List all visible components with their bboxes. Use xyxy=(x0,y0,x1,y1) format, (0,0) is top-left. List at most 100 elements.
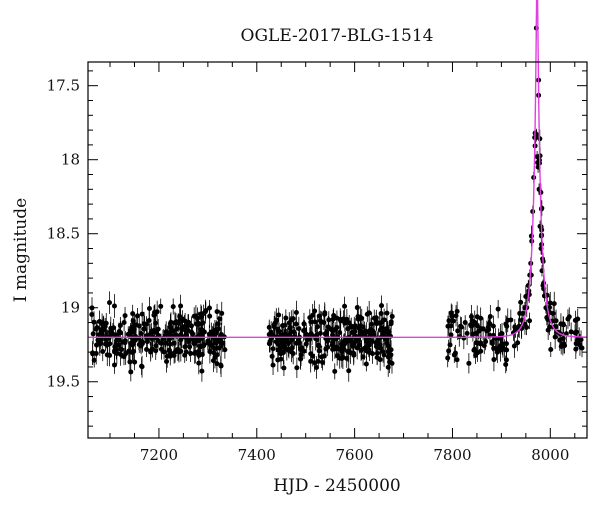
data-point xyxy=(503,321,509,327)
data-point xyxy=(313,332,319,338)
data-point xyxy=(195,338,201,344)
data-point xyxy=(355,335,361,341)
data-point xyxy=(342,303,348,309)
data-point xyxy=(112,348,118,354)
y-tick-label: 19.5 xyxy=(47,373,80,391)
data-point xyxy=(123,351,129,357)
data-point xyxy=(219,310,225,316)
data-point xyxy=(99,327,105,333)
data-point xyxy=(222,347,228,353)
data-point xyxy=(448,310,454,316)
data-point xyxy=(379,303,385,309)
y-tick-label: 18.5 xyxy=(47,225,80,243)
data-point xyxy=(213,328,219,334)
data-point xyxy=(366,342,372,348)
data-point xyxy=(89,305,95,311)
data-point xyxy=(456,334,462,340)
data-point xyxy=(503,361,509,367)
data-point xyxy=(130,311,136,317)
data-point xyxy=(287,324,293,330)
data-point xyxy=(312,308,318,314)
data-point xyxy=(550,310,556,316)
data-point xyxy=(389,313,395,319)
data-point xyxy=(491,357,497,363)
data-point xyxy=(218,339,224,345)
data-point xyxy=(146,305,152,311)
data-point xyxy=(122,340,128,346)
data-point xyxy=(280,323,286,329)
data-point xyxy=(217,316,223,322)
data-point xyxy=(175,347,181,353)
data-point xyxy=(111,303,117,309)
data-point xyxy=(197,343,203,349)
data-point xyxy=(330,328,336,334)
data-point xyxy=(158,303,164,309)
x-tick-label: 7400 xyxy=(238,446,276,464)
data-point xyxy=(462,319,468,325)
data-point xyxy=(183,349,189,355)
data-point xyxy=(469,323,475,329)
data-point xyxy=(308,319,314,325)
data-point xyxy=(307,315,313,321)
data-point xyxy=(464,330,470,336)
data-point xyxy=(158,340,164,346)
data-point xyxy=(344,355,350,361)
y-tick-label: 17.5 xyxy=(47,77,80,95)
data-point xyxy=(170,304,176,310)
data-point xyxy=(107,352,113,358)
data-point xyxy=(171,353,177,359)
data-point xyxy=(346,368,352,374)
data-point xyxy=(164,353,170,359)
data-point xyxy=(553,324,559,330)
data-point xyxy=(216,345,222,351)
data-point xyxy=(366,347,372,353)
data-point xyxy=(127,348,133,354)
data-point xyxy=(313,365,319,371)
data-point xyxy=(346,338,352,344)
data-point xyxy=(178,303,184,309)
data-point xyxy=(557,337,563,343)
data-point xyxy=(148,349,154,355)
data-point xyxy=(572,330,578,336)
data-point xyxy=(139,311,145,317)
data-point xyxy=(199,351,205,357)
data-point xyxy=(293,321,299,327)
data-point xyxy=(381,317,387,323)
data-point xyxy=(346,348,352,354)
data-point xyxy=(355,314,361,320)
data-point xyxy=(566,314,572,320)
model-curve xyxy=(88,0,588,339)
data-point xyxy=(388,319,394,325)
data-point xyxy=(316,348,322,354)
data-point xyxy=(290,316,296,322)
data-point xyxy=(132,359,138,365)
data-point xyxy=(207,313,213,319)
x-tick-label: 7600 xyxy=(336,446,374,464)
y-axis-label: I magnitude xyxy=(11,198,31,302)
data-point xyxy=(127,359,133,365)
x-axis-label: HJD - 2450000 xyxy=(273,476,401,496)
data-point xyxy=(131,348,137,354)
data-point xyxy=(493,346,499,352)
data-point xyxy=(205,340,211,346)
data-point xyxy=(561,322,567,328)
data-point xyxy=(114,337,120,343)
data-point xyxy=(196,360,202,366)
data-point xyxy=(503,357,509,363)
data-point xyxy=(289,337,295,343)
data-point xyxy=(500,344,506,350)
data-point xyxy=(369,321,375,327)
data-point xyxy=(270,362,276,368)
data-point xyxy=(130,329,136,335)
data-point xyxy=(283,315,289,321)
tick-labels: 7200 7400 7600 7800 8000 17.5 18 18.5 19 19.5 xyxy=(47,77,570,464)
data-point xyxy=(144,339,150,345)
data-point xyxy=(445,323,451,329)
data-point xyxy=(214,309,220,315)
data-point xyxy=(122,313,128,319)
data-point xyxy=(271,322,277,328)
data-point xyxy=(278,351,284,357)
data-point xyxy=(573,346,579,352)
data-point xyxy=(269,353,275,359)
data-point xyxy=(193,313,199,319)
